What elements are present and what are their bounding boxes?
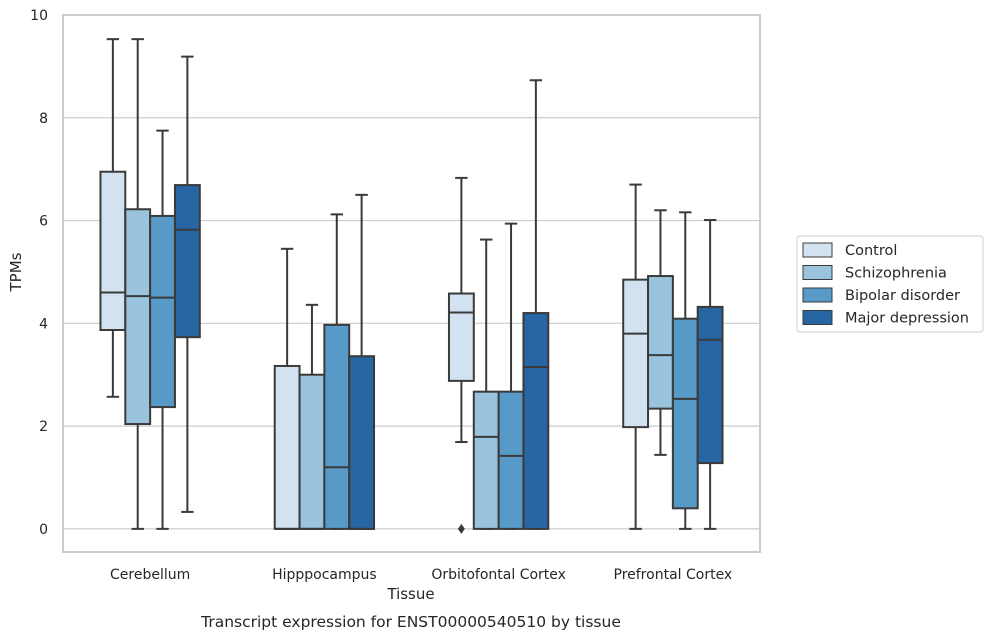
box-1-0 (273, 247, 301, 530)
legend-swatch (802, 265, 833, 280)
box-body (447, 292, 475, 382)
x-axis-label: Tissue (386, 585, 434, 603)
box-body (173, 184, 201, 339)
y-tick-label: 2 (39, 419, 48, 435)
box-body (298, 373, 326, 530)
box-1-2 (323, 213, 351, 530)
y-tick-label: 4 (39, 316, 48, 332)
y-tick-label: 6 (39, 214, 48, 230)
legend-label: Schizophrenia (845, 266, 947, 282)
x-tick-label: Cerebellum (110, 567, 190, 583)
box-groups (99, 38, 724, 534)
box-0-3 (173, 55, 201, 513)
box-body (348, 355, 376, 530)
legend-swatch (802, 242, 833, 258)
legend-label: Bipolar disorder (845, 288, 960, 304)
y-tick-label: 10 (30, 8, 48, 24)
box-body (99, 170, 127, 332)
legend-swatch (802, 287, 833, 303)
box-1-3 (348, 193, 376, 530)
box-body (696, 305, 724, 465)
box-body (124, 208, 152, 426)
legend-label: Major depression (845, 311, 969, 327)
box-3-0 (622, 183, 650, 530)
x-tick-labels: Cerebellum Hipppocampus Orbitofontal Corte… (110, 567, 732, 583)
chart-caption: Transcript expression for ENST0000054051… (200, 613, 621, 631)
legend-label: Control (845, 243, 897, 259)
outlier-point (457, 523, 465, 534)
box-2-0 (447, 176, 475, 534)
plot-area-border (62, 14, 761, 553)
box-0-1 (124, 38, 152, 530)
box-body (671, 317, 699, 510)
box-body (323, 323, 351, 530)
box-2-3 (522, 79, 550, 530)
box-0-2 (149, 129, 176, 530)
legend-swatch (802, 310, 833, 325)
y-tick-label: 8 (39, 111, 48, 127)
box-body (522, 312, 550, 530)
box-body (273, 364, 301, 530)
box-body (647, 275, 674, 410)
box-3-3 (696, 219, 724, 530)
y-tick-labels: 0 2 4 6 8 10 (30, 8, 48, 538)
legend: Control Schizophrenia Bipolar disorder Majo… (796, 235, 984, 333)
x-tick-label: Prefrontal Cortex (614, 567, 733, 583)
box-body (149, 214, 176, 409)
box-body (497, 390, 525, 530)
box-0-0 (99, 38, 127, 398)
legend-frame (796, 235, 984, 333)
x-tick-label: Orbitofontal Cortex (431, 567, 566, 583)
y-axis-label: TPMs (7, 252, 25, 292)
x-tick-label: Hipppocampus (272, 567, 377, 583)
box-body (622, 278, 650, 429)
box-body (472, 390, 500, 530)
y-tick-label: 0 (39, 522, 48, 538)
